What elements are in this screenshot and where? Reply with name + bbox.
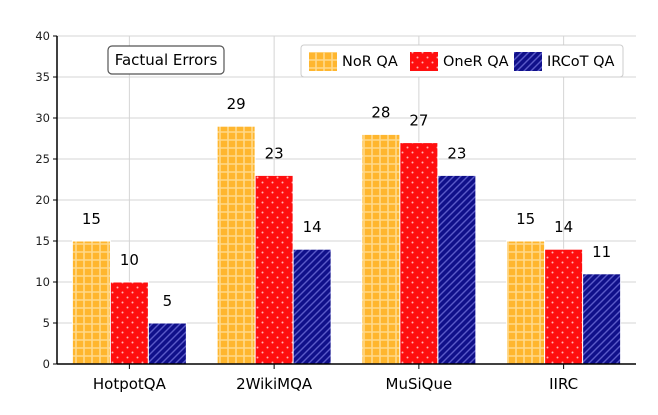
y-tick-label: 5 [43,316,50,330]
legend-swatch [514,52,542,71]
x-tick-label: 2WikiMQA [236,375,313,393]
data-label: 14 [554,218,573,236]
x-tick-label: IIRC [549,375,578,393]
bar [254,174,294,365]
data-label: 23 [265,144,284,162]
bar [582,273,622,365]
bar [361,133,401,365]
bar [292,248,332,365]
y-tick-label: 20 [35,193,50,207]
bar [71,240,111,365]
data-label: 5 [163,292,173,310]
bar [147,322,187,365]
bar [544,248,584,365]
legend-box [300,44,624,78]
bar [506,240,546,365]
bar [399,142,439,365]
legend-label: NoR QA [342,54,398,70]
data-label: 23 [447,144,466,162]
legend-label: OneR QA [443,54,509,70]
y-tick-label: 35 [35,70,50,84]
y-tick-label: 25 [35,152,50,166]
data-label: 14 [303,218,322,236]
y-tick-label: 15 [35,234,50,248]
data-label: 15 [82,210,101,228]
data-label: 27 [409,112,428,130]
bar [216,125,256,365]
bar [437,174,477,365]
x-tick-label: MuSiQue [386,375,453,393]
data-label: 28 [371,103,390,121]
y-tick-label: 10 [35,275,50,289]
bar [109,281,149,365]
legend-swatch [410,52,438,71]
annotation-text: Factual Errors [115,51,218,69]
data-label: 11 [592,243,611,261]
y-tick-label: 0 [43,357,50,371]
y-tick-label: 30 [35,111,50,125]
legend-label: IRCoT QA [547,54,615,70]
data-label: 15 [516,210,535,228]
legend-swatch [309,52,337,71]
x-tick-label: HotpotQA [93,375,167,393]
y-tick-label: 40 [35,29,50,43]
data-label: 10 [120,251,139,269]
annotation-box [107,45,225,75]
data-label: 29 [227,95,246,113]
